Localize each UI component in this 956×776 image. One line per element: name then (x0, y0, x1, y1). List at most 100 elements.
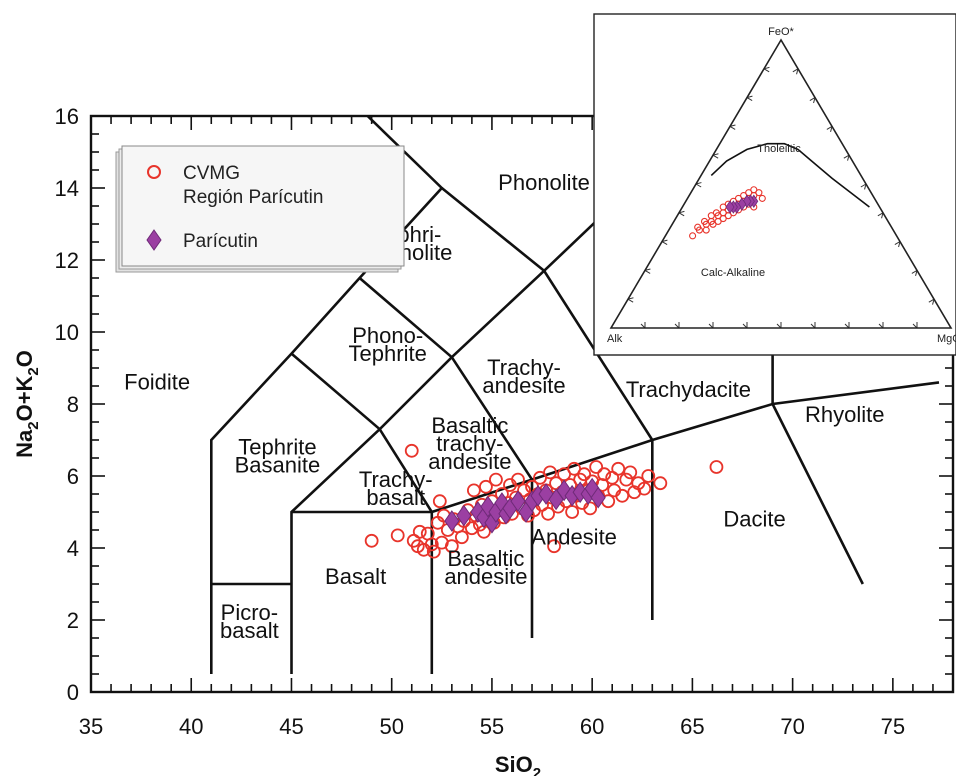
y-tick-label: 8 (67, 392, 79, 417)
legend-box (121, 145, 405, 267)
x-tick-label: 40 (179, 714, 203, 739)
cvmg-point (543, 465, 557, 480)
paricutin-point (556, 479, 572, 502)
cvmg-point (541, 506, 555, 521)
cvmg-point (412, 524, 427, 539)
ternary-paricutin-point (725, 200, 735, 214)
ternary-tick (843, 154, 850, 159)
paricutin-point (590, 486, 606, 509)
ternary-tick (911, 269, 918, 274)
field-label: Picro-basalt (220, 600, 279, 643)
ternary-tick (661, 241, 668, 246)
x-tick-label: 60 (580, 714, 604, 739)
cvmg-point (589, 460, 604, 474)
legend-paricutin-label: Parícutin (183, 231, 258, 252)
ternary-tick (928, 298, 935, 303)
legend-cvmg-line-2: Región Parícutin (183, 187, 323, 208)
field-label: Phonolite (498, 170, 590, 195)
cvmg-point (611, 461, 626, 476)
y-tick-label: 14 (55, 176, 79, 201)
ternary-tick (792, 68, 799, 73)
cvmg-point (623, 465, 638, 480)
x-tick-label: 65 (680, 714, 704, 739)
legend-paricutin-marker (146, 229, 162, 251)
ternary-triangle (609, 38, 953, 329)
cvmg-point (637, 481, 652, 496)
y-tick-label: 0 (67, 680, 79, 705)
field-boundary-line (771, 403, 864, 585)
cvmg-point (547, 539, 561, 554)
y-tick-label: 10 (55, 320, 79, 345)
x-tick-label: 55 (480, 714, 504, 739)
field-boundary-line (358, 277, 534, 481)
paricutin-point (480, 495, 496, 518)
x-tick-label: 50 (379, 714, 403, 739)
paricutin-point (538, 483, 554, 505)
field-label: Trachy-andesite (482, 355, 565, 398)
cvmg-point (615, 488, 630, 503)
ternary-tick (809, 97, 816, 102)
ternary-tick (763, 68, 770, 73)
y-tick-label: 12 (55, 248, 79, 273)
x-tick-label: 45 (279, 714, 303, 739)
cvmg-point (619, 472, 634, 487)
ternary-tick (877, 212, 884, 217)
legend: CVMG Región Parícutin Parícutin (115, 145, 405, 273)
field-label: Andesite (531, 524, 617, 549)
ternary-cvmg-point (758, 194, 766, 202)
ternary-cvmg-point (689, 232, 697, 240)
ternary-cvmg-point (707, 212, 715, 220)
field-label: Foidite (124, 370, 190, 395)
legend-cvmg-line-1: CVMG (183, 163, 240, 184)
cvmg-point (432, 494, 447, 509)
field-label: Tephrite Basanite (235, 434, 321, 477)
y-tick-label: 6 (67, 464, 79, 489)
data-points (364, 443, 724, 559)
cvmg-point (424, 537, 439, 552)
y-axis-title: Na2O+K2O (12, 350, 42, 458)
tick-labels: 35 40 45 50 55 60 65 70 75 0 2 4 6 8 10 12 14 16 (55, 104, 906, 739)
ternary-cvmg-point (694, 223, 702, 231)
cvmg-point (479, 479, 493, 494)
ternary-tick (826, 125, 833, 130)
field-boundary-line (440, 186, 654, 441)
plot-frame (89, 114, 955, 694)
apex-label-mgo: MgO (937, 333, 956, 345)
y-tick-label: 16 (55, 104, 79, 129)
field-label: Rhyolite (805, 402, 884, 427)
cvmg-point (364, 533, 379, 548)
cvmg-point (653, 476, 668, 491)
region-label-calc-alkaline: Calc-Alkaline (701, 267, 765, 279)
field-label: Phono-Tephrite (349, 323, 427, 366)
field-boundary-line (290, 352, 433, 513)
cvmg-point (404, 443, 419, 458)
tholeiitic-calcalkaline-boundary (710, 142, 870, 208)
ternary-cvmg-point (745, 189, 753, 197)
paricutin-point (444, 510, 460, 532)
y-tick-label: 4 (67, 536, 79, 561)
cvmg-point (489, 472, 503, 487)
legend-cvmg-marker (147, 165, 161, 179)
afm-ternary-inset: FeO* Alk MgO Tholeiitic Calc-Alkaline (593, 13, 956, 356)
cvmg-point (464, 521, 479, 536)
cvmg-point (709, 460, 724, 474)
ternary-cvmg-point (700, 217, 709, 225)
paricutin-point (456, 504, 472, 527)
x-tick-label: 75 (881, 714, 905, 739)
ternary-tick (712, 154, 719, 159)
ternary-tick (695, 183, 702, 188)
field-label: Basaltic andesite (444, 546, 527, 589)
cvmg-point (466, 483, 481, 498)
field-label: Basalt (325, 564, 386, 589)
cvmg-point (444, 539, 459, 554)
apex-label-feo: FeO* (768, 26, 794, 38)
cvmg-point (583, 501, 598, 516)
cvmg-point (597, 467, 612, 482)
cvmg-point (426, 544, 441, 559)
inset-frame (593, 13, 956, 356)
field-label: Basaltic trachy-andesite (428, 413, 511, 474)
y-tick-label: 2 (67, 608, 79, 633)
cvmg-point (641, 469, 656, 483)
cvmg-point (565, 505, 580, 519)
